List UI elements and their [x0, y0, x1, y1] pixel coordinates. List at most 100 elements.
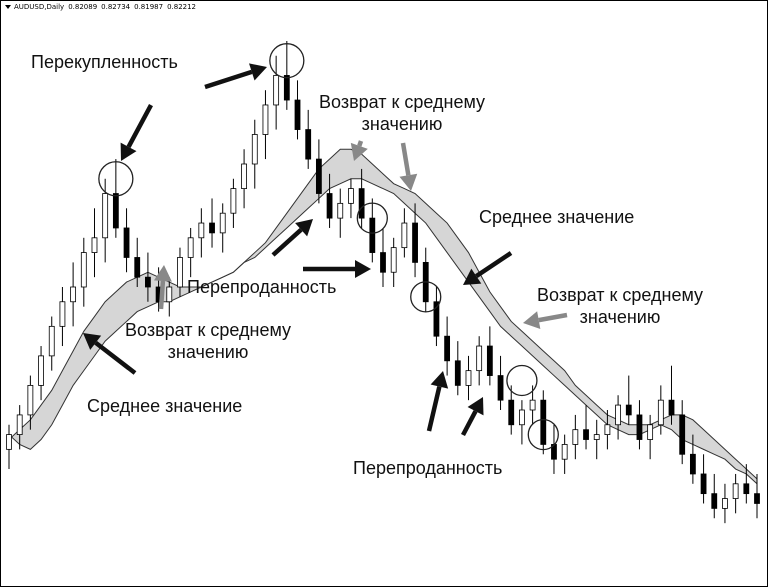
arrow-oversold-icon-shaft [271, 228, 303, 257]
candle-down [444, 335, 451, 362]
candle-down [412, 222, 418, 263]
dropdown-triangle-icon[interactable] [5, 5, 11, 9]
arrow-oversold-bottom-icon [430, 371, 449, 389]
candle-up [198, 222, 205, 239]
arrow-revert-top-icon-shaft [357, 140, 364, 147]
label-mean-left: Среднее значение [87, 396, 243, 416]
candle-down [380, 252, 386, 273]
candle-up [187, 237, 194, 258]
candle-up [604, 424, 611, 436]
candle-down [369, 217, 376, 253]
chart-header: AUDUSD,Daily 0.82089 0.82734 0.81987 0.82212 [5, 3, 200, 11]
candle-up [91, 237, 98, 253]
label-mean-right: Среднее значение [479, 207, 635, 227]
slow-ma-line [8, 178, 758, 485]
candle-up [273, 75, 280, 106]
arrow-revert-right-icon [523, 311, 541, 329]
candle-up [59, 301, 66, 327]
arrow-oversold-bottom-icon-shaft [461, 410, 478, 437]
candle-up [251, 134, 258, 165]
candle-up [390, 247, 397, 273]
extreme-circle-icon [506, 364, 538, 397]
arrow-oversold-bottom-icon-shaft [426, 386, 442, 432]
arrow-peak-icon [249, 63, 267, 81]
candle-down [433, 301, 440, 337]
candle-up [230, 188, 237, 214]
candle-up [722, 498, 728, 509]
candle-down [358, 188, 365, 219]
candle-up [27, 384, 34, 416]
low-value: 0.81987 [134, 3, 164, 11]
candle-down [454, 360, 461, 386]
candle-down [326, 193, 333, 219]
candle-up [337, 202, 344, 219]
candle-down [283, 75, 290, 101]
label-revert-top-line2: значению [361, 114, 443, 134]
candle-up [647, 424, 654, 440]
candle-up [519, 409, 525, 426]
label-revert-right: Возврат к среднему значению [537, 284, 703, 328]
candle-down [636, 414, 643, 440]
close-value: 0.82212 [167, 3, 197, 11]
candle-up [262, 104, 269, 135]
high-value: 0.82734 [101, 3, 131, 11]
candle-down [679, 414, 686, 455]
candle-up [166, 286, 173, 303]
extreme-circle-icon [356, 202, 388, 234]
candle-down [540, 399, 547, 445]
candle-up [348, 188, 354, 204]
candle-down [145, 276, 151, 288]
candle-down [743, 483, 750, 495]
arrow-mean-left-icon [83, 333, 102, 350]
candle-down [112, 193, 119, 229]
candle-down [294, 99, 301, 130]
extreme-circle-icon [98, 161, 134, 197]
arrow-oversold-icon [355, 260, 371, 278]
arrow-revert-top-icon [350, 142, 368, 161]
arrow-revert-right-icon-shaft [538, 312, 568, 323]
candle-up [401, 222, 408, 249]
candle-down [305, 129, 312, 160]
candle-down [754, 493, 760, 504]
label-revert-left: Возврат к среднему значению [125, 319, 291, 363]
arrow-oversold-icon [295, 219, 313, 237]
candle-up [241, 163, 247, 190]
candle-up [465, 370, 472, 386]
candle-down [700, 473, 707, 495]
symbol-label: AUDUSD,Daily [14, 3, 65, 11]
candle-down [209, 222, 215, 234]
label-revert-left-line2: значению [167, 342, 249, 362]
arrow-oversold-bottom-icon [467, 397, 484, 416]
candle-down [134, 257, 141, 278]
extreme-circle-icon [527, 418, 559, 451]
candle-down [486, 345, 493, 376]
arrow-mean-right-icon-shaft [475, 251, 513, 278]
candle-down [583, 429, 589, 440]
extreme-circle-icon [269, 43, 305, 79]
candle-up [476, 345, 483, 372]
candle-up [657, 399, 664, 426]
label-revert-right-line1: Возврат к среднему [537, 285, 704, 305]
candle-down [497, 375, 504, 401]
label-oversold-center: Перепроданность [187, 277, 337, 297]
label-overbought: Перекупленность [31, 52, 178, 72]
candle-down [123, 227, 130, 258]
candle-up [70, 286, 77, 303]
arrow-overbought-icon [120, 142, 137, 161]
candle-down [625, 404, 632, 416]
candle-down [711, 493, 718, 509]
label-revert-left-line1: Возврат к среднему [125, 320, 292, 340]
arrow-revert-left-icon [153, 265, 172, 282]
arrow-revert-mid-icon-shaft [400, 142, 411, 176]
candle-down [315, 158, 322, 194]
candle-up [48, 325, 55, 357]
candle-down [668, 399, 675, 416]
candle-up [16, 414, 23, 436]
label-revert-right-line2: значению [579, 307, 661, 327]
candle-up [732, 483, 739, 499]
extreme-circle-icon [410, 281, 442, 313]
arrow-overbought-icon-shaft [126, 103, 153, 148]
candle-up [102, 193, 109, 239]
